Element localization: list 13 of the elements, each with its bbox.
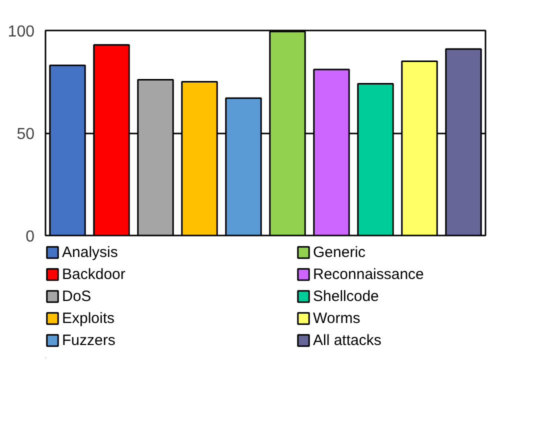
y-tick-label: 0 xyxy=(26,228,35,246)
legend-label: Reconnaissance xyxy=(313,265,425,283)
legend-label: Worms xyxy=(313,309,362,327)
legend-label: Generic xyxy=(313,243,367,261)
legend-label: Backdoor xyxy=(62,265,126,283)
y-tick-label: 100 xyxy=(8,24,35,40)
legend-label: Fuzzers xyxy=(62,331,116,349)
legend-label: Exploits xyxy=(62,309,116,327)
legend-label: Analysis xyxy=(62,243,119,261)
legend-label: DoS xyxy=(62,287,92,305)
legend-label: All attacks xyxy=(313,331,382,349)
y-tick-label: 50 xyxy=(16,126,35,143)
legend-label: Shellcode xyxy=(313,287,380,305)
